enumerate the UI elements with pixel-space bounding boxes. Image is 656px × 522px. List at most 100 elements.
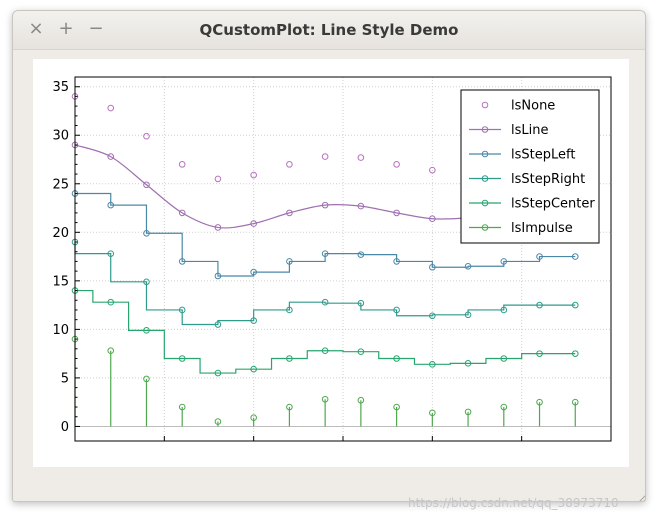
data-point [214,369,222,377]
window-title: QCustomPlot: Line Style Demo [199,21,459,39]
data-point [178,355,186,362]
data-point [429,361,436,368]
data-point [286,161,293,168]
data-point [357,154,365,161]
data-point [107,104,115,112]
legend-item: lsLine [469,123,548,138]
application-window: × + − QCustomPlot: Line Style Demo 0 5 10 1… [12,10,646,502]
data-point [393,306,400,314]
data-point [214,321,222,328]
data-point [357,348,365,355]
watermark-text: https://blog.csdn.net/qq_38973710 [408,496,619,510]
legend: lsNone lsLine lsStepLeft lsStepRight lsStepC… [460,89,600,244]
data-point [536,350,543,357]
y-tick-label: 35 [52,80,69,95]
minimize-icon[interactable]: − [88,18,104,39]
y-tick-label: 10 [52,323,69,338]
legend-marker [481,150,489,158]
data-point [321,298,329,306]
y-tick-label: 0 [61,420,69,435]
data-point [321,250,329,257]
y-tick-label: 30 [52,129,69,144]
data-point [393,258,400,265]
data-point [286,258,293,265]
data-point [107,298,115,306]
data-point [143,327,150,334]
data-point [571,301,579,309]
data-point [250,268,257,276]
data-point [178,258,186,265]
data-point [250,317,257,324]
data-point [214,224,222,231]
data-point [500,355,508,362]
y-tick-label: 5 [61,371,69,386]
legend-item: lsNone [481,99,555,114]
plot-widget[interactable]: 0 5 10 15 20 25 30 35 lsNone lsLine lsStepLeft lsS… [33,59,629,467]
series-line [75,289,576,374]
data-point [464,311,472,319]
plot-frame [74,76,612,442]
data-point [429,215,436,223]
series-line [75,192,576,277]
data-point [536,398,543,406]
data-point [321,395,329,403]
legend-item: lsImpulse [469,221,573,236]
data-point [393,161,400,168]
data-point [357,251,365,258]
data-point [500,258,508,265]
legend-item: lsStepRight [469,172,585,187]
legend-label: lsLine [511,123,548,138]
data-point [429,409,436,417]
line-style-chart[interactable]: 0 5 10 15 20 25 30 35 lsNone lsLine lsStepLeft lsS… [33,59,629,467]
data-point [250,414,257,422]
data-point [286,209,293,217]
data-point [107,201,115,209]
data-point [214,175,222,183]
data-point [571,253,579,260]
data-point [429,263,436,271]
legend-item: lsStepCenter [469,197,595,212]
y-tick-label: 25 [52,177,69,192]
legend-label: lsStepCenter [511,197,595,212]
resize-grip-icon[interactable] [637,489,646,502]
series-lsImpulse [71,335,579,427]
data-point [571,398,579,406]
data-point [321,347,329,355]
close-icon[interactable]: × [28,18,44,39]
data-point [393,355,400,362]
data-point [571,350,579,357]
data-point [286,306,293,314]
legend-label: lsStepRight [511,172,585,187]
data-point [214,418,222,425]
data-point [143,375,150,383]
data-point [393,403,400,411]
legend-label: lsImpulse [511,221,573,236]
data-point [143,229,150,237]
legend-marker [481,224,489,231]
data-point [464,360,472,367]
data-point [178,161,186,168]
y-tick-label: 15 [52,274,69,289]
data-point [286,403,293,411]
data-point [178,403,186,411]
data-point [429,166,436,174]
legend-box [460,89,600,244]
data-point [178,306,186,314]
legend-marker [481,175,489,182]
data-point [250,365,257,373]
maximize-icon[interactable]: + [58,18,74,39]
data-point [143,132,150,140]
data-point [143,181,150,189]
data-point [107,250,115,257]
data-point [357,396,365,404]
data-point [429,312,436,320]
data-point [500,306,508,314]
data-point [536,253,543,260]
data-point [178,209,186,217]
data-point [321,153,329,160]
data-point [500,403,508,411]
legend-label: lsStepLeft [511,148,575,163]
title-bar[interactable]: × + − QCustomPlot: Line Style Demo [13,11,645,50]
data-point [464,408,472,416]
series-layer [71,93,579,427]
